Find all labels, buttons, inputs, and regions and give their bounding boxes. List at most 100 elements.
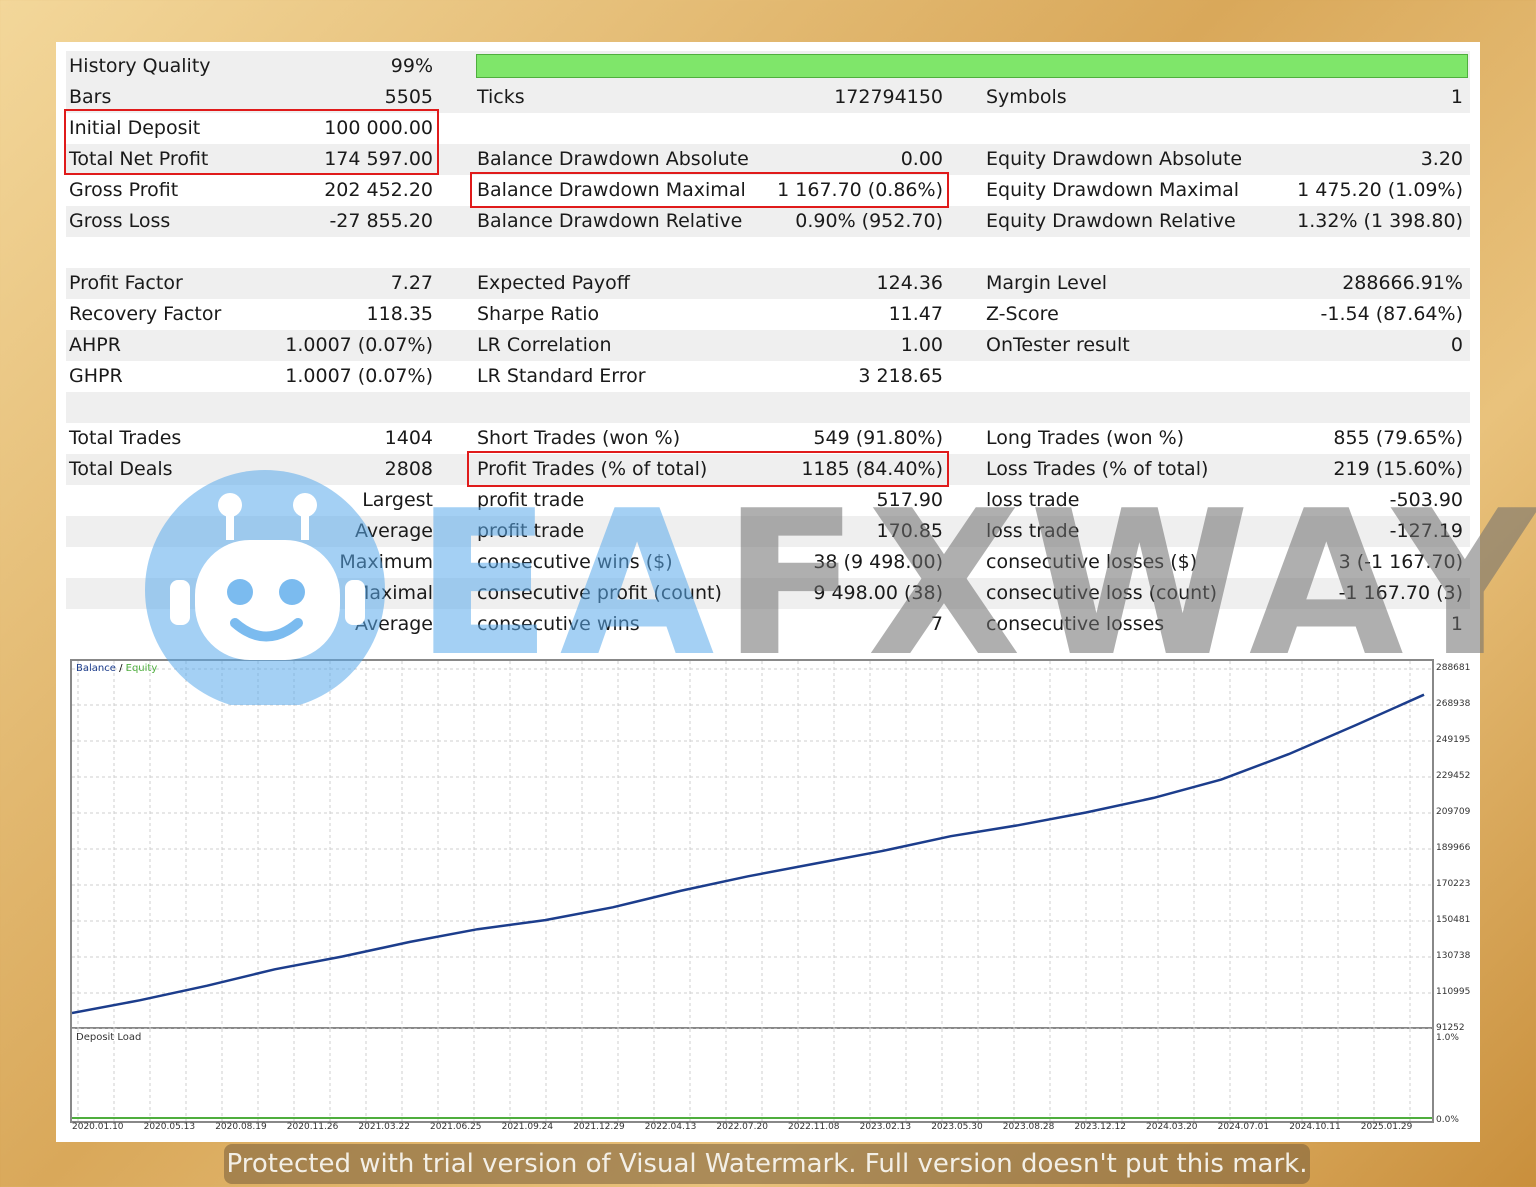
stat-value (986, 237, 1463, 268)
stat-value: 1.32% (1 398.80) (1297, 210, 1463, 232)
stat-value: 118.35 (366, 303, 433, 325)
x-tick-label: 2021.03.22 (358, 1122, 410, 1132)
stat-value: 2808 (384, 458, 433, 480)
stat-value: 38 (9 498.00) (813, 551, 943, 573)
legend-equity: Equity (125, 663, 158, 674)
stats-row (66, 237, 1470, 268)
stat-label: Gross Profit (69, 179, 179, 201)
stat-label: LR Standard Error (477, 365, 646, 387)
balance-line (72, 693, 1425, 1015)
legend-separator: / (115, 663, 126, 674)
stat-value: 99% (390, 55, 433, 77)
trial-watermark-notice: Protected with trial version of Visual W… (224, 1144, 1310, 1184)
stat-value: 3 218.65 (858, 365, 943, 387)
stat-value: Average (354, 613, 433, 635)
x-tick-label: 2022.11.08 (788, 1122, 840, 1132)
stat-value: Average (354, 520, 433, 542)
stats-row: History Quality 99% (66, 51, 1470, 82)
y-tick-label: 209709 (1436, 807, 1471, 817)
load-tick-bottom: 0.0% (1436, 1115, 1459, 1125)
y-tick-label: 189966 (1436, 843, 1471, 853)
x-tick-label: 2022.07.20 (716, 1122, 768, 1132)
stat-label: Loss Trades (% of total) (986, 458, 1209, 480)
x-tick-label: 2020.01.10 (72, 1122, 124, 1132)
x-tick-label: 2020.08.19 (215, 1122, 267, 1132)
stat-value: 1 167.70 (0.86%) (777, 179, 943, 201)
stat-value (69, 392, 433, 423)
stat-value: 0.90% (952.70) (795, 210, 943, 232)
stats-row: Maximum consecutive wins ($) 38 (9 498.00)… (66, 547, 1470, 578)
stat-label: consecutive wins (477, 613, 640, 635)
stat-value: 1185 (84.40%) (801, 458, 943, 480)
stat-value: 0 (1450, 334, 1463, 356)
stat-label: OnTester result (986, 334, 1130, 356)
equity-line (72, 694, 1425, 1014)
stats-row: GHPR 1.0007 (0.07%) LR Standard Error 3 218… (66, 361, 1470, 392)
stat-label: Expected Payoff (477, 272, 630, 294)
stat-label: profit trade (477, 489, 585, 511)
stat-label: Balance Drawdown Absolute (477, 148, 749, 170)
deposit-load-title: Deposit Load (76, 1032, 142, 1043)
stat-value (69, 237, 433, 268)
stat-value (986, 361, 1463, 392)
x-tick-label: 2022.04.13 (644, 1122, 697, 1132)
stat-label: Equity Drawdown Absolute (986, 148, 1243, 170)
y-tick-label: 110995 (1436, 987, 1471, 997)
x-tick-label: 2023.08.28 (1002, 1122, 1055, 1132)
stat-label: GHPR (69, 365, 123, 387)
stats-row: Total Deals 2808 Profit Trades (% of total… (66, 454, 1470, 485)
stat-label: consecutive loss (count) (986, 582, 1218, 604)
stat-value: 7 (930, 613, 943, 635)
x-tick-label: 2021.09.24 (501, 1122, 554, 1132)
stat-value: Maximum (339, 551, 433, 573)
y-tick-label: 268938 (1436, 699, 1471, 709)
stat-value: 1404 (384, 427, 433, 449)
stat-value: 517.90 (876, 489, 943, 511)
stat-label: Sharpe Ratio (477, 303, 600, 325)
stat-label: Gross Loss (69, 210, 171, 232)
stat-value: 170.85 (876, 520, 943, 542)
stats-row: Average consecutive wins 7 consecutive loss… (66, 609, 1470, 640)
y-tick-label: 150481 (1436, 915, 1471, 925)
stat-label: Ticks (477, 86, 525, 108)
stat-value: -127.19 (1389, 520, 1463, 542)
stat-value: Largest (362, 489, 433, 511)
stat-label: Equity Drawdown Relative (986, 210, 1236, 232)
stat-label: Profit Factor (69, 272, 183, 294)
stat-value: 288666.91% (1342, 272, 1463, 294)
balance-chart: Balance / Equity (70, 659, 1434, 1029)
stat-value: -503.90 (1389, 489, 1463, 511)
history-quality-bar (476, 54, 1468, 78)
y-tick-label: 288681 (1436, 663, 1471, 673)
stats-row: Average profit trade 170.85 loss trade -127.… (66, 516, 1470, 547)
y-tick-label: 91252 (1436, 1023, 1465, 1033)
stat-label: Total Net Profit (69, 148, 209, 170)
deposit-load-chart: Deposit Load (70, 1029, 1434, 1123)
stat-value: -27 855.20 (329, 210, 433, 232)
y-tick-label: 229452 (1436, 771, 1471, 781)
stat-value: 1 (1450, 613, 1463, 635)
stat-value: -1 167.70 (3) (1338, 582, 1463, 604)
stat-value: Maximal (353, 582, 433, 604)
y-tick-label: 130738 (1436, 951, 1471, 961)
load-tick-top: 1.0% (1436, 1033, 1459, 1043)
stat-value (986, 113, 1463, 144)
stat-label: Symbols (986, 86, 1067, 108)
stats-row: Bars 5505 Ticks 172794150 Symbols 1 (66, 82, 1470, 113)
stats-row: Total Trades 1404 Short Trades (won %) 549 … (66, 423, 1470, 454)
stat-label: Total Trades (69, 427, 182, 449)
stat-value: 219 (15.60%) (1333, 458, 1463, 480)
stat-value (477, 113, 943, 144)
stats-row: Gross Profit 202 452.20 Balance Drawdown M… (66, 175, 1470, 206)
x-tick-label: 2023.02.13 (859, 1122, 912, 1132)
x-tick-label: 2024.10.11 (1289, 1122, 1341, 1132)
stat-label: Short Trades (won %) (477, 427, 681, 449)
stat-label: Recovery Factor (69, 303, 222, 325)
stat-value: 1.0007 (0.07%) (285, 334, 433, 356)
stat-value: 202 452.20 (324, 179, 433, 201)
stat-label: Z-Score (986, 303, 1059, 325)
x-tick-label: 2024.03.20 (1146, 1122, 1198, 1132)
stats-row: Gross Loss -27 855.20 Balance Drawdown Rel… (66, 206, 1470, 237)
stat-label: consecutive profit (count) (477, 582, 722, 604)
stat-value (477, 392, 943, 423)
